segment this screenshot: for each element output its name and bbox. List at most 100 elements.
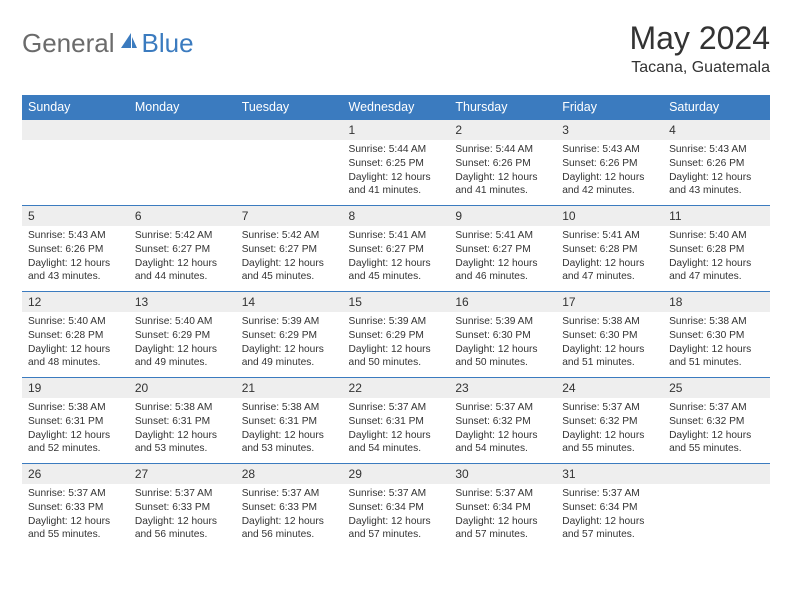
calendar-cell: 16Sunrise: 5:39 AMSunset: 6:30 PMDayligh…: [449, 292, 556, 378]
day-data: Sunrise: 5:38 AMSunset: 6:30 PMDaylight:…: [556, 312, 663, 376]
day-data: Sunrise: 5:42 AMSunset: 6:27 PMDaylight:…: [236, 226, 343, 290]
day-number: 21: [236, 378, 343, 398]
calendar-cell: 3Sunrise: 5:43 AMSunset: 6:26 PMDaylight…: [556, 120, 663, 206]
day-header: Saturday: [663, 95, 770, 120]
day-data: Sunrise: 5:40 AMSunset: 6:28 PMDaylight:…: [663, 226, 770, 290]
calendar-cell: [129, 120, 236, 206]
day-number: 27: [129, 464, 236, 484]
day-number: 19: [22, 378, 129, 398]
day-data: Sunrise: 5:43 AMSunset: 6:26 PMDaylight:…: [663, 140, 770, 204]
day-number: [663, 464, 770, 484]
calendar-cell: 24Sunrise: 5:37 AMSunset: 6:32 PMDayligh…: [556, 378, 663, 464]
calendar-cell: 17Sunrise: 5:38 AMSunset: 6:30 PMDayligh…: [556, 292, 663, 378]
calendar-cell: 12Sunrise: 5:40 AMSunset: 6:28 PMDayligh…: [22, 292, 129, 378]
day-number: 20: [129, 378, 236, 398]
day-header: Monday: [129, 95, 236, 120]
day-number: 23: [449, 378, 556, 398]
day-data: Sunrise: 5:37 AMSunset: 6:31 PMDaylight:…: [343, 398, 450, 462]
day-number: 2: [449, 120, 556, 140]
calendar-row: 5Sunrise: 5:43 AMSunset: 6:26 PMDaylight…: [22, 206, 770, 292]
location: Tacana, Guatemala: [629, 59, 770, 77]
calendar-cell: 7Sunrise: 5:42 AMSunset: 6:27 PMDaylight…: [236, 206, 343, 292]
day-header: Friday: [556, 95, 663, 120]
calendar-cell: 28Sunrise: 5:37 AMSunset: 6:33 PMDayligh…: [236, 464, 343, 550]
day-data: Sunrise: 5:39 AMSunset: 6:29 PMDaylight:…: [343, 312, 450, 376]
day-number: 24: [556, 378, 663, 398]
day-number: 9: [449, 206, 556, 226]
day-number: [129, 120, 236, 140]
calendar-cell: 15Sunrise: 5:39 AMSunset: 6:29 PMDayligh…: [343, 292, 450, 378]
day-number: 11: [663, 206, 770, 226]
calendar-cell: 6Sunrise: 5:42 AMSunset: 6:27 PMDaylight…: [129, 206, 236, 292]
day-data: Sunrise: 5:41 AMSunset: 6:27 PMDaylight:…: [343, 226, 450, 290]
day-data: Sunrise: 5:37 AMSunset: 6:33 PMDaylight:…: [22, 484, 129, 548]
calendar-cell: 10Sunrise: 5:41 AMSunset: 6:28 PMDayligh…: [556, 206, 663, 292]
calendar-cell: 19Sunrise: 5:38 AMSunset: 6:31 PMDayligh…: [22, 378, 129, 464]
day-data: Sunrise: 5:39 AMSunset: 6:30 PMDaylight:…: [449, 312, 556, 376]
day-data: Sunrise: 5:37 AMSunset: 6:32 PMDaylight:…: [556, 398, 663, 462]
day-data: Sunrise: 5:43 AMSunset: 6:26 PMDaylight:…: [22, 226, 129, 290]
calendar-cell: 27Sunrise: 5:37 AMSunset: 6:33 PMDayligh…: [129, 464, 236, 550]
calendar-cell: 21Sunrise: 5:38 AMSunset: 6:31 PMDayligh…: [236, 378, 343, 464]
logo-text-gray: General: [22, 28, 115, 59]
day-number: 5: [22, 206, 129, 226]
logo-text-blue: Blue: [142, 28, 194, 59]
calendar-body: 1Sunrise: 5:44 AMSunset: 6:25 PMDaylight…: [22, 120, 770, 550]
calendar-cell: [663, 464, 770, 550]
day-data: Sunrise: 5:43 AMSunset: 6:26 PMDaylight:…: [556, 140, 663, 204]
day-number: 17: [556, 292, 663, 312]
calendar-row: 12Sunrise: 5:40 AMSunset: 6:28 PMDayligh…: [22, 292, 770, 378]
day-number: 15: [343, 292, 450, 312]
day-number: 14: [236, 292, 343, 312]
day-data: Sunrise: 5:40 AMSunset: 6:29 PMDaylight:…: [129, 312, 236, 376]
calendar-cell: 2Sunrise: 5:44 AMSunset: 6:26 PMDaylight…: [449, 120, 556, 206]
calendar-cell: 30Sunrise: 5:37 AMSunset: 6:34 PMDayligh…: [449, 464, 556, 550]
calendar-row: 19Sunrise: 5:38 AMSunset: 6:31 PMDayligh…: [22, 378, 770, 464]
calendar-cell: 25Sunrise: 5:37 AMSunset: 6:32 PMDayligh…: [663, 378, 770, 464]
calendar-cell: 22Sunrise: 5:37 AMSunset: 6:31 PMDayligh…: [343, 378, 450, 464]
calendar-cell: 29Sunrise: 5:37 AMSunset: 6:34 PMDayligh…: [343, 464, 450, 550]
day-data: Sunrise: 5:41 AMSunset: 6:27 PMDaylight:…: [449, 226, 556, 290]
day-data: Sunrise: 5:41 AMSunset: 6:28 PMDaylight:…: [556, 226, 663, 290]
day-number: [236, 120, 343, 140]
day-header: Wednesday: [343, 95, 450, 120]
day-number: 28: [236, 464, 343, 484]
title-block: May 2024 Tacana, Guatemala: [629, 20, 770, 77]
day-data: Sunrise: 5:37 AMSunset: 6:34 PMDaylight:…: [449, 484, 556, 548]
calendar-row: 26Sunrise: 5:37 AMSunset: 6:33 PMDayligh…: [22, 464, 770, 550]
calendar-cell: [22, 120, 129, 206]
day-header: Thursday: [449, 95, 556, 120]
calendar-cell: [236, 120, 343, 206]
day-data: Sunrise: 5:37 AMSunset: 6:33 PMDaylight:…: [129, 484, 236, 548]
calendar-cell: 5Sunrise: 5:43 AMSunset: 6:26 PMDaylight…: [22, 206, 129, 292]
header: General Blue May 2024 Tacana, Guatemala: [22, 20, 770, 77]
day-number: 8: [343, 206, 450, 226]
logo: General Blue: [22, 28, 194, 59]
day-number: 7: [236, 206, 343, 226]
day-data: Sunrise: 5:37 AMSunset: 6:34 PMDaylight:…: [556, 484, 663, 548]
calendar-cell: 13Sunrise: 5:40 AMSunset: 6:29 PMDayligh…: [129, 292, 236, 378]
day-number: 31: [556, 464, 663, 484]
day-number: 22: [343, 378, 450, 398]
day-data: Sunrise: 5:37 AMSunset: 6:33 PMDaylight:…: [236, 484, 343, 548]
calendar-cell: 4Sunrise: 5:43 AMSunset: 6:26 PMDaylight…: [663, 120, 770, 206]
day-header: Sunday: [22, 95, 129, 120]
calendar-row: 1Sunrise: 5:44 AMSunset: 6:25 PMDaylight…: [22, 120, 770, 206]
day-number: 4: [663, 120, 770, 140]
calendar-cell: 26Sunrise: 5:37 AMSunset: 6:33 PMDayligh…: [22, 464, 129, 550]
day-header-row: SundayMondayTuesdayWednesdayThursdayFrid…: [22, 95, 770, 120]
day-data: Sunrise: 5:39 AMSunset: 6:29 PMDaylight:…: [236, 312, 343, 376]
calendar-cell: 1Sunrise: 5:44 AMSunset: 6:25 PMDaylight…: [343, 120, 450, 206]
day-header: Tuesday: [236, 95, 343, 120]
calendar-cell: 23Sunrise: 5:37 AMSunset: 6:32 PMDayligh…: [449, 378, 556, 464]
day-number: 10: [556, 206, 663, 226]
logo-sail-icon: [119, 31, 139, 56]
day-data: Sunrise: 5:44 AMSunset: 6:25 PMDaylight:…: [343, 140, 450, 204]
calendar-cell: 31Sunrise: 5:37 AMSunset: 6:34 PMDayligh…: [556, 464, 663, 550]
day-data: Sunrise: 5:38 AMSunset: 6:31 PMDaylight:…: [129, 398, 236, 462]
calendar-cell: 8Sunrise: 5:41 AMSunset: 6:27 PMDaylight…: [343, 206, 450, 292]
day-data: Sunrise: 5:44 AMSunset: 6:26 PMDaylight:…: [449, 140, 556, 204]
day-number: 16: [449, 292, 556, 312]
day-number: 18: [663, 292, 770, 312]
calendar-cell: 18Sunrise: 5:38 AMSunset: 6:30 PMDayligh…: [663, 292, 770, 378]
